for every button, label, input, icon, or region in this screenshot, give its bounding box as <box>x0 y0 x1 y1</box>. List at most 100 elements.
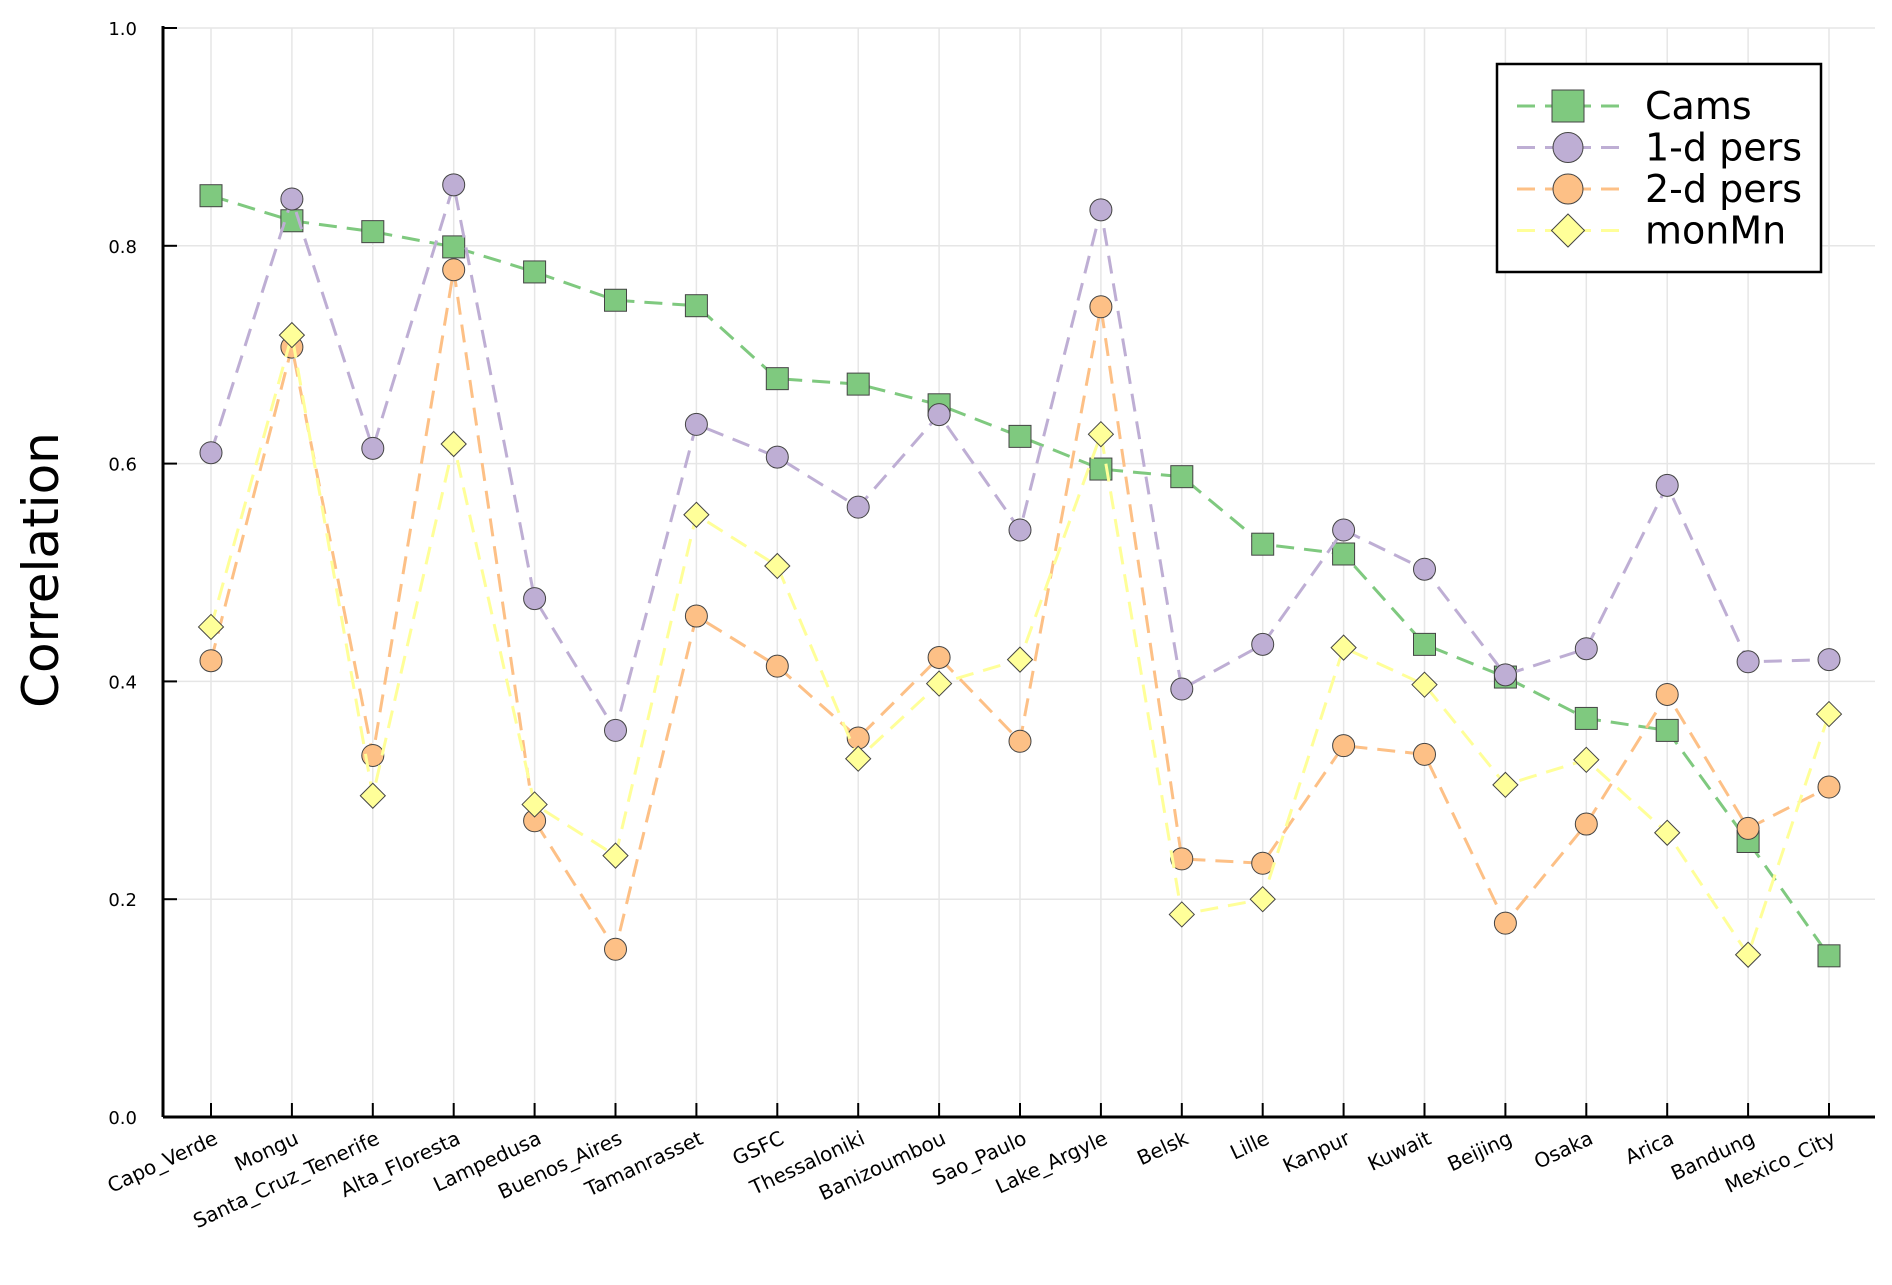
data-point-monmn <box>683 501 710 528</box>
data-point-monmn <box>1734 941 1762 968</box>
x-tick-label: Kuwait <box>1364 1126 1435 1176</box>
data-point-2-d-pers <box>765 654 789 678</box>
legend-swatch-marker <box>1551 89 1585 123</box>
data-point-1-d-pers <box>765 445 789 469</box>
data-point-cams <box>1817 944 1841 968</box>
data-point-1-d-pers <box>1332 518 1356 542</box>
data-point-monmn <box>1249 885 1276 913</box>
data-point-cams <box>1170 465 1194 489</box>
data-point-1-d-pers <box>604 718 627 742</box>
y-tick-label: 1.0 <box>108 19 137 40</box>
data-point-monmn <box>1815 700 1843 728</box>
data-point-2-d-pers <box>1736 816 1760 840</box>
legend-label: 1-d pers <box>1645 126 1802 170</box>
data-point-1-d-pers <box>1655 473 1679 497</box>
y-tick-label: 0.6 <box>108 455 137 476</box>
data-point-2-d-pers <box>1574 812 1598 836</box>
series-monmn <box>197 321 1843 968</box>
data-point-2-d-pers <box>604 937 627 961</box>
legend-swatch-marker <box>1552 132 1584 163</box>
data-point-1-d-pers <box>1493 663 1517 687</box>
data-point-1-d-pers <box>1413 557 1436 581</box>
series-1-d-pers <box>199 173 1841 742</box>
legend-swatch-marker <box>1550 213 1586 248</box>
data-point-monmn <box>1411 671 1438 698</box>
data-point-2-d-pers <box>1089 295 1113 319</box>
y-tick-label: 0.0 <box>108 1108 137 1129</box>
data-point-monmn <box>925 670 953 697</box>
y-axis-title: Correlation <box>12 432 70 708</box>
legend-swatch-marker <box>1552 173 1584 205</box>
y-tick-label: 0.2 <box>108 890 137 911</box>
data-point-1-d-pers <box>1170 677 1194 701</box>
x-tick-label: Belsk <box>1133 1126 1192 1171</box>
data-point-monmn <box>1492 771 1519 799</box>
data-point-1-d-pers <box>1574 637 1598 661</box>
x-tick-label: Osaka <box>1530 1126 1596 1174</box>
x-tick-label: Capo_Verde <box>104 1126 222 1198</box>
data-point-2-d-pers <box>1817 775 1841 799</box>
data-point-monmn <box>359 782 387 809</box>
legend-box <box>1495 62 1823 274</box>
data-point-monmn <box>440 430 467 458</box>
series-line-cams <box>210 194 1831 957</box>
data-point-2-d-pers <box>1493 911 1517 935</box>
data-point-2-d-pers <box>199 649 223 673</box>
data-point-cams <box>1413 632 1436 656</box>
data-point-2-d-pers <box>684 604 708 628</box>
data-point-monmn <box>521 791 548 818</box>
series-layer <box>197 173 1843 968</box>
data-point-cams <box>604 288 627 312</box>
data-point-cams <box>765 367 789 391</box>
data-point-1-d-pers <box>1251 632 1275 656</box>
data-point-1-d-pers <box>1817 648 1841 672</box>
data-point-2-d-pers <box>442 258 466 282</box>
data-point-monmn <box>1006 646 1034 673</box>
data-point-1-d-pers <box>846 495 870 519</box>
legend-label: monMn <box>1645 209 1786 253</box>
data-point-1-d-pers <box>442 173 466 197</box>
x-tick-label: Beijing <box>1444 1126 1516 1177</box>
data-point-cams <box>523 260 547 284</box>
y-tick-label: 0.8 <box>108 237 137 258</box>
data-point-2-d-pers <box>927 645 951 669</box>
data-point-1-d-pers <box>1008 518 1032 542</box>
data-point-monmn <box>1330 634 1357 661</box>
data-point-monmn <box>278 321 306 349</box>
x-tick-label: Kanpur <box>1279 1125 1354 1177</box>
data-point-monmn <box>1168 901 1196 928</box>
data-point-cams <box>199 184 223 208</box>
data-point-1-d-pers <box>280 187 304 211</box>
data-point-1-d-pers <box>927 403 951 427</box>
data-point-cams <box>1332 542 1356 566</box>
data-point-1-d-pers <box>199 441 223 465</box>
data-point-monmn <box>602 842 629 869</box>
x-tick-label: Lille <box>1226 1126 1273 1165</box>
data-point-cams <box>684 294 708 318</box>
data-point-monmn <box>197 613 225 641</box>
data-point-monmn <box>1573 746 1600 774</box>
data-point-monmn <box>844 745 872 772</box>
data-point-cams <box>846 372 870 396</box>
data-point-2-d-pers <box>1413 742 1436 766</box>
data-point-1-d-pers <box>1736 650 1760 674</box>
data-point-cams <box>442 235 466 259</box>
data-point-2-d-pers <box>1332 734 1356 758</box>
y-tick-label: 0.4 <box>108 672 137 693</box>
data-point-1-d-pers <box>523 587 547 611</box>
data-point-1-d-pers <box>361 436 385 460</box>
data-point-cams <box>1008 424 1032 448</box>
data-point-2-d-pers <box>1170 847 1194 871</box>
data-point-cams <box>1574 706 1598 730</box>
data-point-monmn <box>1087 420 1115 448</box>
data-point-monmn <box>764 552 791 580</box>
data-point-cams <box>361 220 385 244</box>
legend-label: Cams <box>1645 84 1752 128</box>
data-point-1-d-pers <box>1089 198 1113 222</box>
data-point-monmn <box>1653 819 1681 846</box>
data-point-2-d-pers <box>1008 729 1032 753</box>
data-point-cams <box>1655 718 1679 742</box>
legend-label: 2-d pers <box>1645 167 1802 211</box>
